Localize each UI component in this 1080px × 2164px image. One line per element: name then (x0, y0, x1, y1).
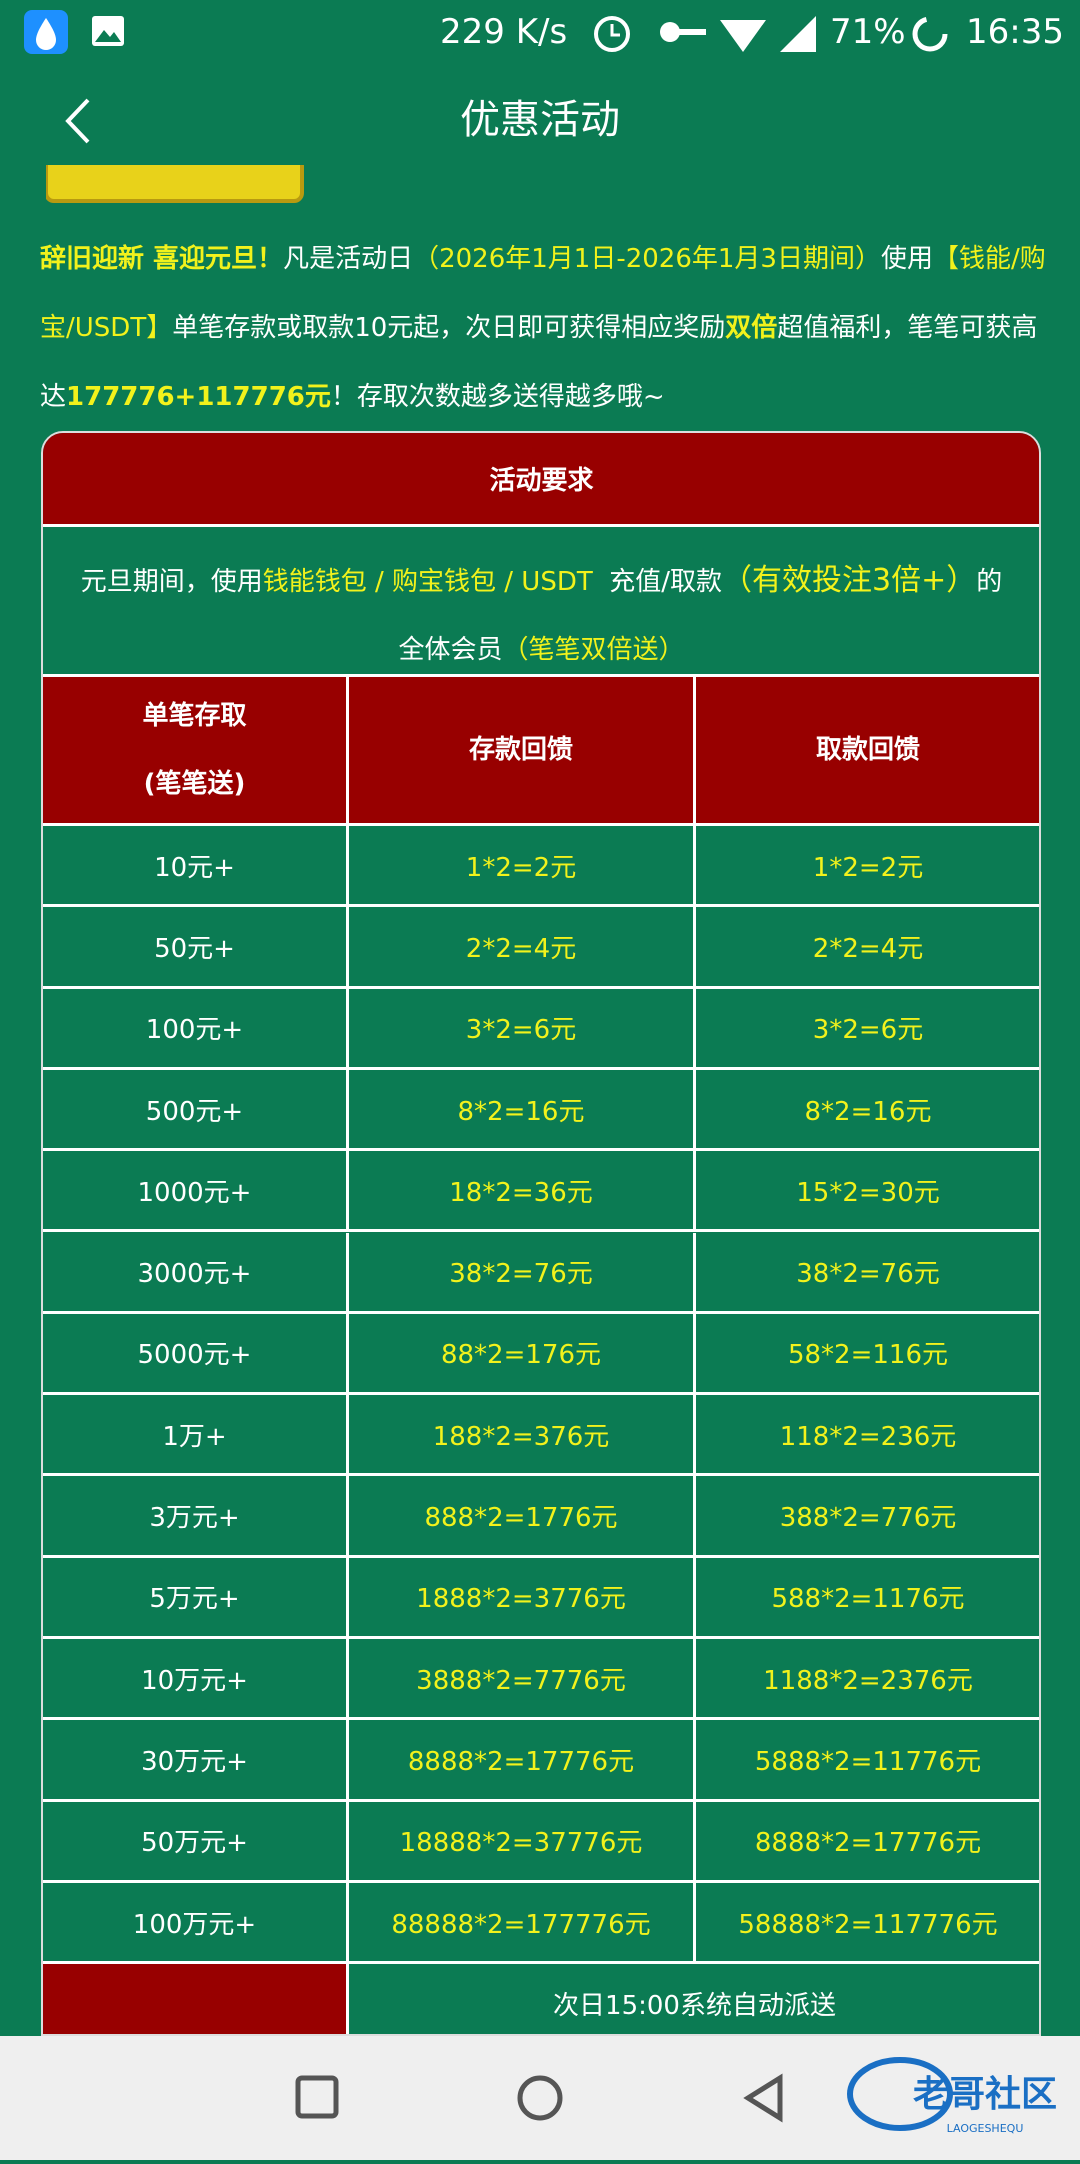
status-icons (24, 10, 124, 54)
home-button[interactable] (517, 2075, 563, 2121)
amount-cell: 3000元+ (43, 1232, 349, 1314)
amount-cell: 30万元+ (43, 1720, 349, 1802)
reward-cell: 1*2=2元 (696, 826, 1039, 908)
reward-cell: 1888*2=3776元 (349, 1557, 696, 1639)
battery-icon (912, 16, 948, 52)
amount-cell: 500元+ (43, 1069, 349, 1152)
reward-cell: 8888*2=17776元 (349, 1720, 696, 1802)
reward-cell: 8*2=16元 (696, 1070, 1039, 1152)
column-header: 存款回馈 (349, 677, 696, 826)
reward-cell: 38*2=76元 (349, 1232, 696, 1314)
nav-buttons: 老哥社区 LAOGESHEQU (295, 2057, 1057, 2135)
reward-cell: 3888*2=7776元 (349, 1639, 696, 1721)
watermark-sub: LAOGESHEQU (947, 2122, 1024, 2135)
reward-cell: 88888*2=177776元 (349, 1882, 696, 1965)
amount-cell: 1000元+ (43, 1151, 349, 1233)
battery: 71% (830, 12, 906, 52)
reward-cell: 58888*2=117776元 (696, 1883, 1039, 1965)
amount-cell: 5000元+ (43, 1313, 349, 1396)
reward-cell: 588*2=1176元 (696, 1558, 1039, 1639)
intro-seg: ！存取次数越多送得越多哦~ (330, 382, 665, 412)
req-seg: 全体会员 (398, 635, 503, 665)
req-seg: （笔笔双倍送） (502, 635, 685, 665)
intro-text: 辞旧迎新 喜迎元旦！凡是活动日（2026年1月1日-2026年1月3日期间）使用… (40, 225, 1050, 432)
reward-cell: 88*2=176元 (349, 1313, 696, 1396)
amount-cell: 10万元+ (43, 1639, 349, 1721)
reward-cell: 1188*2=2376元 (696, 1639, 1039, 1721)
amount-cell: 10元+ (43, 826, 349, 908)
reward-cell: 18*2=36元 (349, 1151, 696, 1233)
reward-cell: 8*2=16元 (349, 1069, 696, 1152)
amount-cell: 100元+ (43, 988, 349, 1070)
reward-cell: 18888*2=37776元 (349, 1801, 696, 1883)
table-title: 活动要求 (43, 433, 1039, 527)
column-header: 取款回馈 (696, 677, 1039, 826)
footer-label (43, 1964, 349, 2034)
status-icons-right (594, 16, 816, 52)
intro-seg: 超值福利，笔笔可获高达 (40, 313, 1038, 412)
intro-seg: 177776+117776元 (66, 382, 331, 412)
reward-cell: 388*2=776元 (696, 1476, 1039, 1558)
footer-note: 次日15:00系统自动派送 (349, 1964, 1039, 2034)
req-seg: （有效投注3倍+） (722, 563, 977, 598)
reward-cell: 15*2=30元 (696, 1151, 1039, 1233)
amount-cell: 3万元+ (43, 1476, 349, 1558)
status-bar: 229 K/s 71% 16:35 (0, 0, 1080, 70)
intro-seg: 使用 (880, 244, 933, 274)
intro-seg: 凡是活动日 (283, 244, 414, 274)
net-speed: 229 K/s (440, 12, 568, 52)
amount-cell: 50元+ (43, 907, 349, 989)
reward-table: 活动要求 元旦期间，使用钱能钱包 / 购宝钱包 / USDT 充值/取款（有效投… (41, 431, 1041, 2036)
title-bar: 优惠活动 (0, 70, 1080, 170)
column-header-line: 单笔存取 (142, 701, 247, 731)
column-header-line: (笔笔送) (143, 769, 246, 799)
amount-cell: 5万元+ (43, 1557, 349, 1639)
req-seg: 元旦期间，使用 (80, 567, 263, 597)
nav-bar: 老哥社区 LAOGESHEQU (0, 2036, 1080, 2160)
reward-cell: 888*2=1776元 (349, 1476, 696, 1558)
column-header-line: 存款回馈 (468, 735, 573, 765)
amount-cell: 100万元+ (43, 1882, 349, 1965)
page-title: 优惠活动 (460, 97, 620, 143)
amount-cell: 50万元+ (43, 1801, 349, 1883)
requirement: 元旦期间，使用钱能钱包 / 购宝钱包 / USDT 充值/取款（有效投注3倍+）… (43, 527, 1039, 677)
req-seg: 的 (976, 567, 1003, 597)
reward-cell: 3*2=6元 (696, 989, 1039, 1070)
clock: 16:35 (966, 12, 1064, 52)
back-button[interactable] (60, 98, 100, 144)
column-header: 单笔存取 (笔笔送) (43, 677, 349, 826)
recents-button[interactable] (295, 2075, 339, 2119)
intro-seg: 辞旧迎新 喜迎元旦！ (40, 244, 284, 274)
intro-seg: （2026年1月1日-2026年1月3日期间） (413, 244, 881, 274)
reward-cell: 188*2=376元 (349, 1395, 696, 1477)
reward-cell: 1*2=2元 (349, 826, 696, 908)
amount-cell: 1万+ (43, 1395, 349, 1477)
req-seg: 充值/取款 (609, 567, 723, 597)
reward-cell: 5888*2=11776元 (696, 1720, 1039, 1802)
reward-cell: 118*2=236元 (696, 1395, 1039, 1477)
back-nav-button[interactable] (743, 2073, 783, 2123)
req-seg: 钱能钱包 / 购宝钱包 / USDT (262, 567, 593, 597)
reward-cell: 38*2=76元 (696, 1233, 1039, 1314)
reward-cell: 3*2=6元 (349, 988, 696, 1070)
reward-cell: 2*2=4元 (696, 907, 1039, 989)
reward-cell: 58*2=116元 (696, 1314, 1039, 1396)
watermark: 老哥社区 (913, 2074, 1057, 2115)
intro-seg: 单笔存款或取款10元起，次日即可获得相应奖励 (172, 313, 726, 343)
reward-cell: 8888*2=17776元 (696, 1802, 1039, 1883)
intro-seg: 【钱能/购宝/USDT】 (40, 244, 1046, 343)
banner-badge (46, 165, 304, 203)
column-header-line: 取款回馈 (815, 735, 920, 765)
reward-cell: 2*2=4元 (349, 907, 696, 989)
intro-seg: 双倍 (725, 313, 778, 343)
